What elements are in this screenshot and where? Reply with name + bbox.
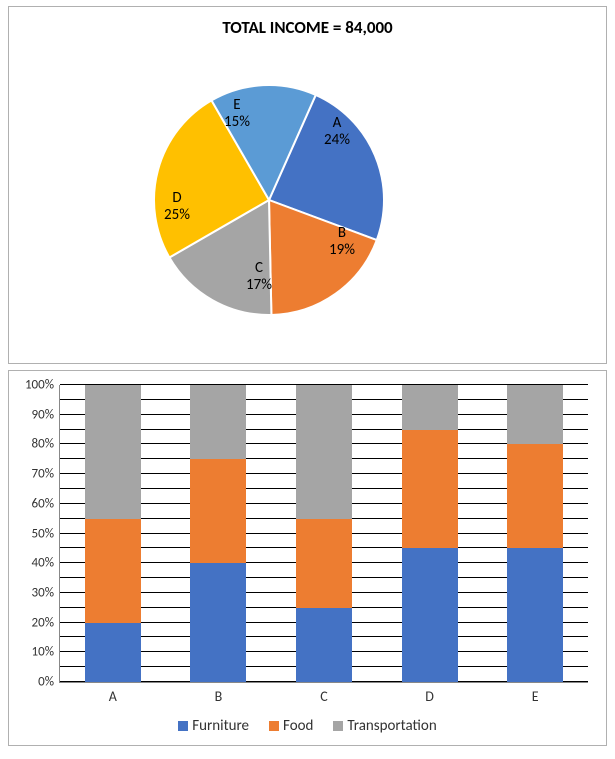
x-tick: D: [425, 682, 434, 705]
y-tick: 40%: [32, 556, 60, 571]
bar-a: [85, 385, 141, 682]
y-tick: 70%: [32, 467, 60, 482]
bar-seg-food: [507, 444, 563, 548]
legend-item-food: Food: [269, 717, 313, 735]
legend-swatch: [333, 721, 343, 731]
bar-seg-furniture: [507, 548, 563, 682]
pie-title: TOTAL INCOME = 84,000: [9, 7, 606, 38]
bar-seg-food: [402, 430, 458, 549]
bar-seg-food: [85, 519, 141, 623]
y-tick: 90%: [32, 407, 60, 422]
bar-seg-transportation: [402, 385, 458, 430]
bar-seg-food: [190, 459, 246, 563]
bar-seg-transportation: [190, 385, 246, 459]
legend-item-furniture: Furniture: [178, 717, 249, 735]
y-tick: 50%: [32, 526, 60, 541]
bar-seg-transportation: [85, 385, 141, 519]
legend-swatch: [178, 721, 188, 731]
y-tick: 20%: [32, 615, 60, 630]
bar-seg-furniture: [190, 563, 246, 682]
bar-plot-area: 0%10%20%30%40%50%60%70%80%90%100%ABCDE: [59, 385, 588, 683]
bar-seg-furniture: [402, 548, 458, 682]
y-tick: 100%: [25, 378, 60, 393]
bar-seg-furniture: [85, 623, 141, 682]
y-tick: 30%: [32, 585, 60, 600]
bar-seg-furniture: [296, 608, 352, 682]
x-tick: E: [532, 682, 539, 705]
bar-b: [190, 385, 246, 682]
legend-swatch: [269, 721, 279, 731]
bar-seg-transportation: [507, 385, 563, 444]
pie-chart: A24%B19%C17%D25%E15%: [154, 85, 384, 315]
legend-item-transportation: Transportation: [333, 717, 436, 735]
x-tick: A: [109, 682, 117, 705]
pie-chart-panel: TOTAL INCOME = 84,000 A24%B19%C17%D25%E1…: [8, 6, 607, 364]
y-tick: 10%: [32, 645, 60, 660]
legend-label: Food: [283, 717, 313, 735]
y-tick: 80%: [32, 437, 60, 452]
bar-e: [507, 385, 563, 682]
legend-label: Transportation: [347, 717, 436, 735]
x-tick: B: [215, 682, 223, 705]
stacked-bar-panel: 0%10%20%30%40%50%60%70%80%90%100%ABCDE F…: [8, 370, 607, 746]
bar-c: [296, 385, 352, 682]
bar-seg-transportation: [296, 385, 352, 519]
bar-d: [402, 385, 458, 682]
x-tick: C: [320, 682, 327, 705]
bar-seg-food: [296, 519, 352, 608]
bar-legend: Furniture Food Transportation: [9, 717, 606, 735]
legend-label: Furniture: [192, 717, 249, 735]
y-tick: 0%: [38, 675, 60, 690]
y-tick: 60%: [32, 496, 60, 511]
